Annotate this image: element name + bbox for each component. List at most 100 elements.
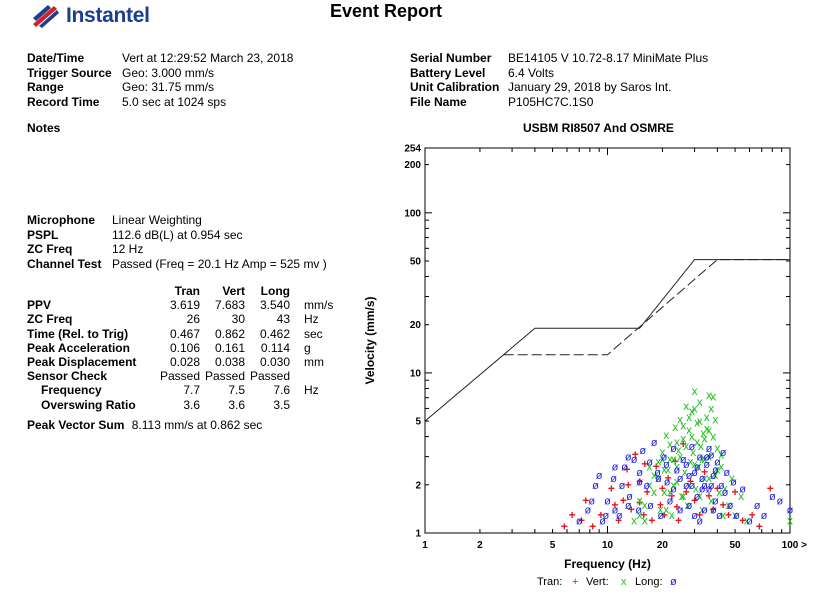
vert-data-point: x bbox=[697, 395, 703, 409]
measurements-block: Tran Vert Long PPV 3.619 7.683 3.540 mm/s ZC Fre… bbox=[27, 284, 333, 412]
measurement-row: PPV 3.619 7.683 3.540 mm/s bbox=[27, 298, 333, 312]
mic-info-label: Channel Test bbox=[27, 256, 102, 271]
vert-data-point: x bbox=[706, 471, 712, 485]
unit-info-value: P105HC7C.1S0 bbox=[508, 94, 594, 109]
tran-data-point: + bbox=[739, 513, 746, 527]
vert-data-point: x bbox=[706, 423, 712, 437]
measurement-label: ZC Freq bbox=[27, 312, 73, 327]
long-data-point: ø bbox=[714, 456, 721, 468]
notes-label: Notes bbox=[27, 121, 61, 135]
long-data-point: ø bbox=[654, 467, 661, 479]
vert-data-point: x bbox=[714, 462, 720, 476]
long-data-point: ø bbox=[625, 500, 632, 512]
long-data-point: ø bbox=[696, 515, 703, 527]
vert-data-point: x bbox=[683, 439, 689, 453]
long-data-point: ø bbox=[646, 456, 653, 468]
vert-data-point: x bbox=[661, 485, 667, 499]
tran-data-point: + bbox=[672, 454, 679, 468]
tran-data-point: + bbox=[628, 503, 635, 517]
report-title: Event Report bbox=[330, 1, 443, 21]
tran-data-point: + bbox=[582, 493, 589, 507]
tran-data-point: + bbox=[732, 485, 739, 499]
vert-data-point: x bbox=[688, 454, 694, 468]
long-data-point: ø bbox=[604, 495, 611, 507]
y-tick-label: 2 bbox=[415, 480, 421, 491]
long-data-point: ø bbox=[677, 473, 684, 485]
mic-info-value: Passed (Freq = 20.1 Hz Amp = 525 mv ) bbox=[112, 256, 327, 271]
unit-info-value: January 29, 2018 by Saros Int. bbox=[508, 80, 672, 94]
x-tick-label: 10 bbox=[602, 540, 614, 551]
tran-data-point: + bbox=[701, 465, 708, 479]
tran-data-point: + bbox=[673, 500, 680, 514]
vert-data-point: x bbox=[694, 416, 700, 430]
vert-data-point: x bbox=[706, 450, 712, 464]
measurement-value: 0.467 bbox=[169, 326, 200, 341]
tran-data-point: + bbox=[561, 519, 568, 533]
vert-data-point: x bbox=[657, 503, 663, 517]
long-data-point: ø bbox=[703, 452, 710, 464]
velocity-frequency-chart: 1 2 5 10 20 50 100 >125102050100200254Frequency… bbox=[363, 144, 807, 589]
mic-info-row: Channel Test Passed (Freq = 20.1 Hz Amp =… bbox=[27, 257, 327, 272]
long-data-point: ø bbox=[621, 462, 628, 474]
vert-data-point: x bbox=[787, 513, 793, 527]
measurement-value: 3.6 bbox=[183, 397, 200, 412]
measurement-row: Sensor Check Passed Passed Passed bbox=[27, 369, 333, 383]
measurement-value: 0.862 bbox=[214, 326, 245, 341]
vert-data-point: x bbox=[710, 390, 716, 404]
event-info-label: Trigger Source bbox=[27, 65, 112, 80]
column-header-vert: Vert bbox=[222, 284, 245, 299]
long-data-point: ø bbox=[680, 454, 687, 466]
measurement-value: Passed bbox=[249, 369, 290, 384]
long-data-point: ø bbox=[661, 452, 668, 464]
vert-data-point: x bbox=[637, 508, 643, 522]
vert-data-point: x bbox=[685, 498, 691, 512]
vert-data-point: x bbox=[680, 418, 686, 432]
long-data-point: ø bbox=[712, 495, 719, 507]
vert-data-point: x bbox=[631, 513, 637, 527]
tran-data-point: + bbox=[725, 508, 732, 522]
mic-info-label: Microphone bbox=[27, 213, 95, 227]
measurement-row: Frequency 7.7 7.5 7.6 Hz bbox=[27, 383, 333, 397]
long-data-point: ø bbox=[636, 467, 643, 479]
vert-data-point: x bbox=[700, 426, 706, 440]
legend-marker-0: + bbox=[572, 576, 578, 588]
measurement-value: 0.462 bbox=[259, 326, 290, 341]
vert-data-point: x bbox=[738, 489, 744, 503]
vert-data-point: x bbox=[659, 452, 665, 466]
long-data-point: ø bbox=[643, 480, 650, 492]
vert-data-point: x bbox=[683, 399, 689, 413]
measurement-value: 7.6 bbox=[273, 383, 290, 398]
x-tick-label: 50 bbox=[729, 540, 741, 551]
long-data-point: ø bbox=[787, 505, 794, 517]
measurement-value: 7.683 bbox=[214, 298, 245, 313]
vert-data-point: x bbox=[672, 420, 678, 434]
long-data-point: ø bbox=[694, 462, 701, 474]
vert-data-point: x bbox=[704, 410, 710, 424]
long-data-point: ø bbox=[683, 459, 690, 471]
long-data-point: ø bbox=[636, 476, 643, 488]
long-data-point: ø bbox=[718, 480, 725, 492]
x-tick-label: 1 bbox=[422, 540, 428, 551]
long-data-point: ø bbox=[626, 491, 633, 503]
vert-data-point: x bbox=[671, 452, 677, 466]
vert-data-point: x bbox=[693, 481, 699, 495]
long-data-point: ø bbox=[612, 462, 619, 474]
plot-frame bbox=[424, 147, 791, 534]
long-data-point: ø bbox=[612, 505, 619, 517]
vert-data-point: x bbox=[661, 462, 667, 476]
vert-data-point: x bbox=[725, 498, 731, 512]
vert-data-point: x bbox=[667, 452, 673, 466]
vert-data-point: x bbox=[647, 478, 653, 492]
vert-data-point: x bbox=[667, 485, 673, 499]
measurement-unit: g bbox=[304, 340, 311, 355]
measurement-unit: mm bbox=[304, 355, 324, 369]
long-data-point: ø bbox=[667, 495, 674, 507]
long-data-point: ø bbox=[691, 510, 698, 522]
long-data-point: ø bbox=[699, 483, 706, 495]
measurement-value: 0.114 bbox=[260, 340, 290, 355]
vert-data-point: x bbox=[686, 478, 692, 492]
mic-info-value: Linear Weighting bbox=[112, 213, 202, 227]
measurement-value: 3.6 bbox=[228, 397, 245, 412]
measurement-label: Peak Acceleration bbox=[27, 340, 130, 355]
vert-data-point: x bbox=[669, 508, 675, 522]
